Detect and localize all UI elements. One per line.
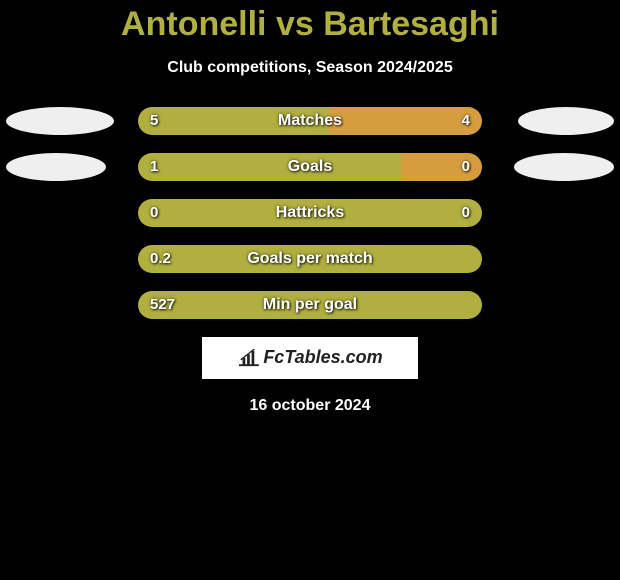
- stat-row: 10Goals: [0, 153, 620, 181]
- page-title: Antonelli vs Bartesaghi: [0, 4, 620, 45]
- title-vs: vs: [276, 5, 314, 43]
- comparison-infographic: Antonelli vs Bartesaghi Club competition…: [0, 0, 620, 580]
- stat-row: 0.2Goals per match: [0, 245, 620, 273]
- stat-bar: [138, 153, 482, 181]
- right-ellipse: [514, 153, 614, 181]
- stat-row: 54Matches: [0, 107, 620, 135]
- subtitle: Club competitions, Season 2024/2025: [0, 59, 620, 77]
- logo-box: FcTables.com: [202, 337, 418, 379]
- stat-bar-left: [138, 107, 329, 135]
- stat-bar: [138, 107, 482, 135]
- bar-chart-icon: [237, 349, 259, 367]
- stat-bar-right: [329, 107, 482, 135]
- left-ellipse: [6, 153, 106, 181]
- stat-bar-left: [138, 291, 482, 319]
- stat-bar-right: [401, 153, 482, 181]
- left-ellipse: [6, 107, 114, 135]
- title-left-player: Antonelli: [121, 5, 266, 43]
- stat-bar: [138, 291, 482, 319]
- logo-text: FcTables.com: [263, 347, 382, 368]
- stat-bar: [138, 245, 482, 273]
- date-label: 16 october 2024: [0, 397, 620, 415]
- stat-bar-left: [138, 153, 401, 181]
- stat-bar-left: [138, 245, 482, 273]
- stats-container: 54Matches 10Goals 00Hattricks 0.2Goals per …: [0, 107, 620, 319]
- right-ellipse: [518, 107, 614, 135]
- stat-bar: [138, 199, 482, 227]
- title-right-player: Bartesaghi: [323, 5, 499, 43]
- stat-row: 527Min per goal: [0, 291, 620, 319]
- stat-row: 00Hattricks: [0, 199, 620, 227]
- stat-bar-left: [138, 199, 482, 227]
